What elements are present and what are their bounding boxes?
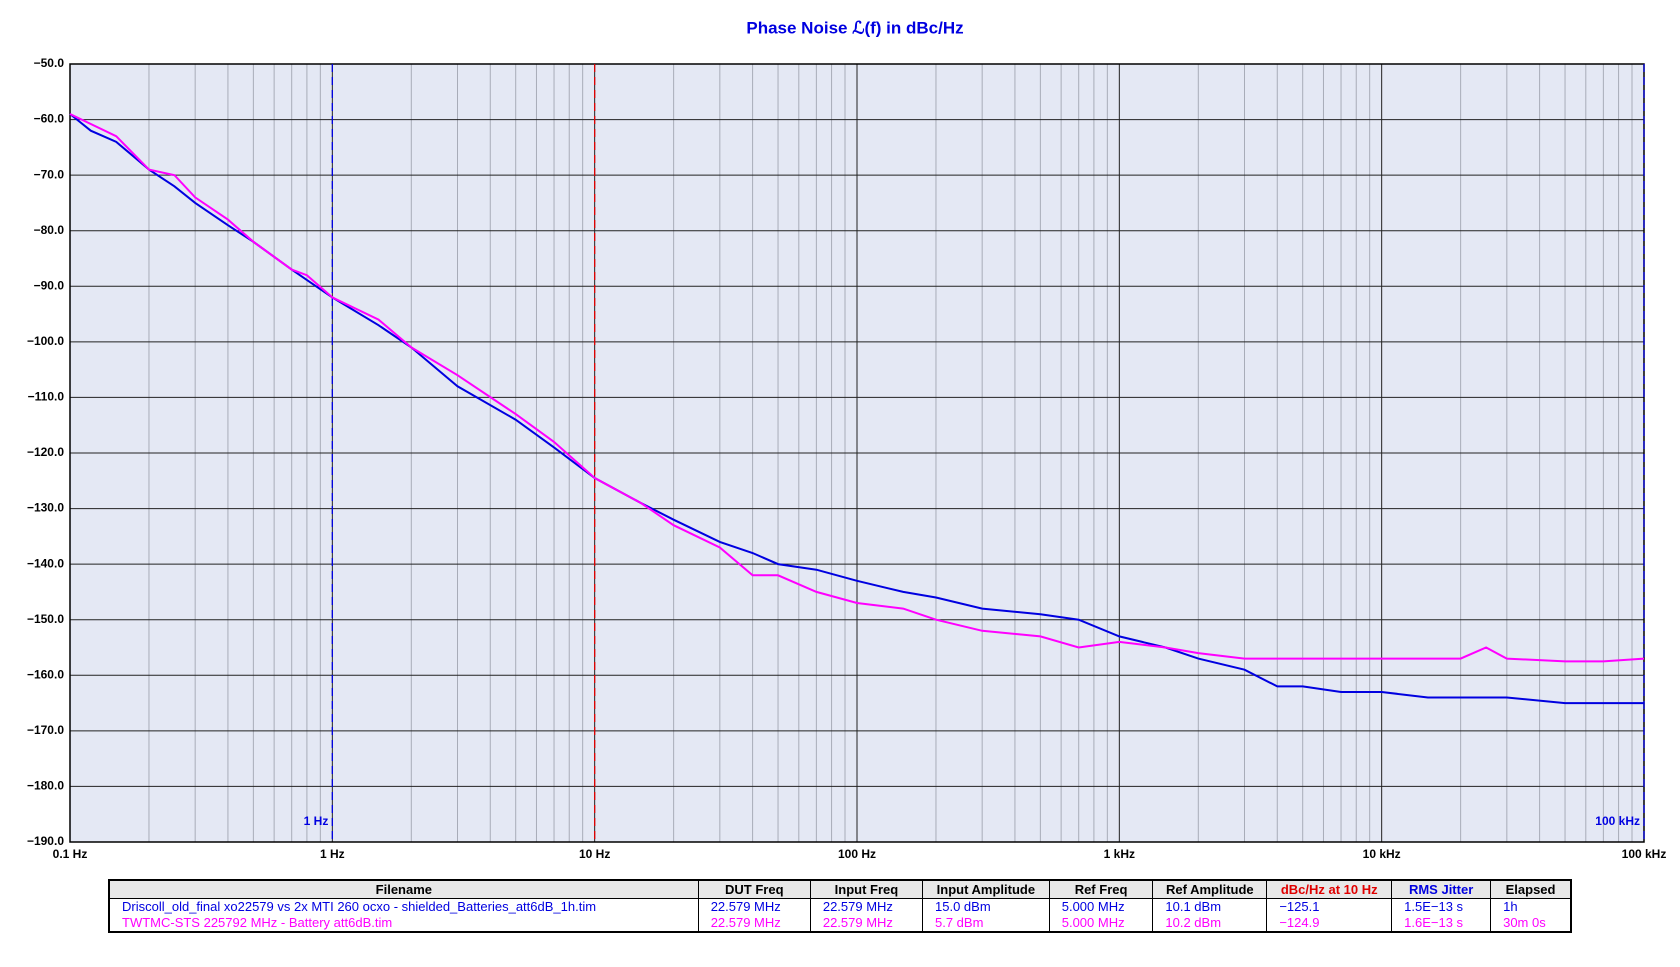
column-header: Input Freq [809, 879, 924, 899]
y-tick-label: −190.0 [27, 834, 64, 848]
column-header: Elapsed [1490, 879, 1572, 899]
table-body: Driscoll_old_final xo22579 vs 2x MTI 260… [108, 898, 1572, 932]
y-tick-label: −180.0 [27, 779, 64, 793]
x-tick-label: 100 Hz [838, 847, 876, 861]
x-tick-label: 10 kHz [1363, 847, 1401, 861]
table-cell: 22.579 MHz [697, 898, 811, 915]
y-tick-label: −170.0 [27, 723, 64, 737]
series-line [69, 113, 1645, 663]
chart-title: Phase Noise ℒ(f) in dBc/Hz [746, 18, 963, 37]
legend-entry: Driscoll_old_final xo22579 vs 2x MTI 260… [108, 898, 699, 915]
y-tick-label: −50.0 [34, 56, 65, 70]
legend-entry: TWTMC-STS 225792 MHz - Battery att6dB.ti… [108, 915, 699, 932]
x-tick-label: 10 Hz [579, 847, 610, 861]
y-tick-label: −130.0 [27, 501, 64, 515]
info-table: Filename DUT Freq Input Freq Input Amplitud… [108, 879, 1572, 933]
chart: Phase Noise ℒ(f) in dBc/Hz −50.0 −60.0 −70… [27, 18, 1667, 861]
table-cell: 10.2 dBm [1152, 915, 1268, 932]
column-header: Ref Freq [1048, 879, 1154, 899]
plot-frame [69, 63, 1645, 843]
y-tick-label: −140.0 [27, 556, 64, 570]
table-cell: 22.579 MHz [697, 915, 811, 932]
table-cell: 5.000 MHz [1048, 898, 1154, 915]
x-tick-label: 1 Hz [320, 847, 345, 861]
y-tick-label: −150.0 [27, 612, 64, 626]
table-header: Filename DUT Freq Input Freq Input Amplitud… [108, 879, 1572, 899]
column-header: dBc/Hz at 10 Hz [1266, 879, 1393, 899]
table-cell: −124.9 [1266, 915, 1393, 932]
table-cell: 22.579 MHz [809, 898, 924, 915]
table-cell: 10.1 dBm [1152, 898, 1268, 915]
table-cell: 15.0 dBm [922, 898, 1050, 915]
table-cell: 1.5E−13 s [1391, 898, 1492, 915]
y-tick-label: −160.0 [27, 667, 64, 681]
x-tick-label: 1 kHz [1104, 847, 1135, 861]
y-tick-label: −80.0 [34, 223, 65, 237]
y-tick-label: −110.0 [28, 390, 65, 404]
marker-label: 1 Hz [304, 814, 329, 828]
table-cell: 1h [1490, 898, 1572, 915]
x-tick-label: 0.1 Hz [53, 847, 88, 861]
y-tick-label: −70.0 [34, 167, 65, 181]
x-tick-label: 100 kHz [1622, 847, 1667, 861]
column-header: DUT Freq [697, 879, 811, 899]
table-cell: 22.579 MHz [809, 915, 924, 932]
table-cell: 1.6E−13 s [1391, 915, 1492, 932]
table-cell: −125.1 [1266, 898, 1393, 915]
y-tick-label: −100.0 [27, 334, 64, 348]
column-header: RMS Jitter [1391, 879, 1492, 899]
marker-label: 100 kHz [1595, 814, 1640, 828]
y-tick-label: −60.0 [34, 112, 65, 126]
column-header: Input Amplitude [922, 879, 1050, 899]
y-tick-label: −90.0 [34, 278, 65, 292]
y-tick-label: −120.0 [27, 445, 64, 459]
table-cell: 5.7 dBm [922, 915, 1050, 932]
column-header: Filename [108, 879, 699, 899]
table-cell: 30m 0s [1490, 915, 1572, 932]
table-cell: 5.000 MHz [1048, 915, 1154, 932]
table-row: Driscoll_old_final xo22579 vs 2x MTI 260… [108, 898, 1572, 915]
table-row: TWTMC-STS 225792 MHz - Battery att6dB.ti… [108, 915, 1572, 932]
column-header: Ref Amplitude [1152, 879, 1268, 899]
